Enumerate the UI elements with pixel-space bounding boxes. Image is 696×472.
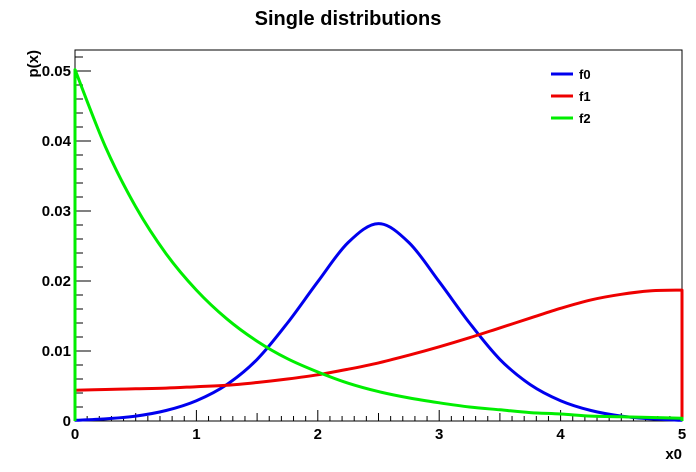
y-tick-label: 0.04 [42,133,72,150]
series-line-f2 [73,68,684,421]
series-line-f0 [73,222,684,422]
legend-label-f1: f1 [579,89,591,104]
series-line-f1 [73,288,684,421]
legend: f0 f1 f2 [551,67,591,126]
x-tick-label: 5 [678,426,686,443]
y-tick-label: 0 [63,413,71,430]
x-tick-label: 0 [71,426,79,443]
x-tick-label: 2 [314,426,322,443]
chart-title: Single distributions [255,8,442,30]
y-tick-label: 0.05 [42,63,71,80]
x-tick-label: 3 [435,426,443,443]
y-axis-label: p(x) [25,50,42,78]
x-tick-label: 4 [556,426,565,443]
y-tick-label: 0.03 [42,203,71,220]
legend-label-f2: f2 [579,111,591,126]
series-lines [73,68,684,422]
x-tick-label: 1 [192,426,200,443]
x-tick-labels: 0 1 2 3 4 5 [71,426,686,443]
x-axis-label: x0 [665,446,682,463]
y-tick-label: 0.02 [42,273,71,290]
y-tick-labels: 0 0.01 0.02 0.03 0.04 0.05 [42,63,72,430]
y-tick-label: 0.01 [42,343,71,360]
legend-label-f0: f0 [579,67,591,82]
